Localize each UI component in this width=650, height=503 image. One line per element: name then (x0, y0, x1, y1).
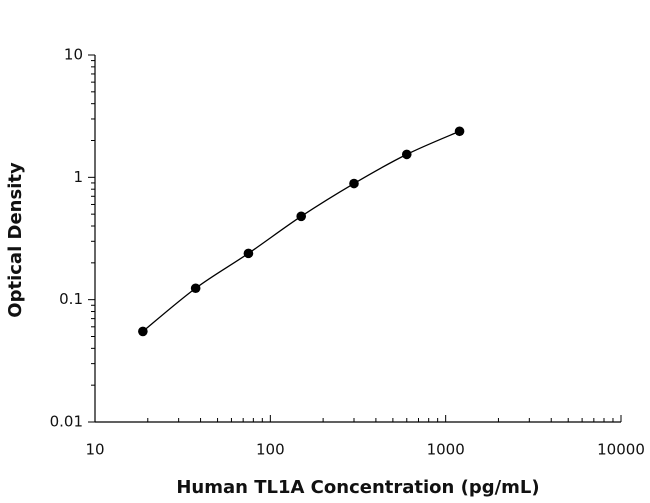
data-point (401, 149, 412, 160)
y-tick-label: 0.01 (50, 413, 83, 431)
x-tick-label: 10000 (597, 441, 645, 459)
x-tick-label: 100 (256, 441, 285, 459)
y-axis-title: Optical Density (5, 162, 26, 318)
fit-curve (142, 130, 460, 332)
data-point (243, 248, 254, 259)
x-tick-label: 1000 (427, 441, 465, 459)
x-axis-title: Human TL1A Concentration (pg/mL) (176, 477, 539, 498)
x-tick-label: 10 (85, 441, 104, 459)
data-point (454, 126, 465, 137)
y-tick-label: 10 (64, 46, 83, 64)
y-tick-label: 1 (73, 168, 83, 186)
data-point (138, 326, 148, 337)
data-point (349, 178, 359, 189)
data-point (190, 283, 201, 294)
y-tick-label: 0.1 (59, 290, 83, 308)
data-point (296, 211, 307, 222)
